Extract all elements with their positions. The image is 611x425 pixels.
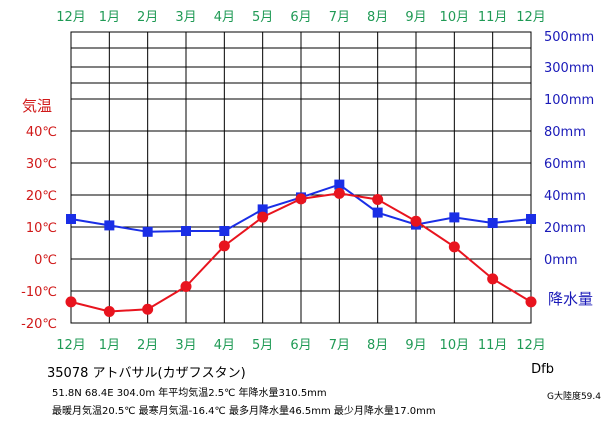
left-tick-label: 10℃ bbox=[26, 221, 57, 236]
data-point bbox=[525, 296, 537, 308]
station-code: 35078 bbox=[47, 366, 89, 381]
right-tick-label: 20mm bbox=[544, 221, 586, 236]
right-axis-title: 降水量 bbox=[548, 290, 593, 308]
month-labels-bottom: 12月 1月 2月 3月 4月 5月 6月 7月 8月 9月 10月 11月 12月 bbox=[56, 338, 546, 353]
data-point bbox=[257, 204, 268, 215]
data-point bbox=[66, 214, 76, 224]
data-point bbox=[526, 214, 536, 224]
month-label: 1月 bbox=[99, 338, 120, 353]
month-labels-top: 12月 1月 2月 3月 4月 5月 6月 7月 8月 9月 10月 11月 12月 bbox=[56, 10, 546, 25]
left-tick-label: 20℃ bbox=[26, 189, 57, 204]
left-axis-ticks: -20℃ -10℃ 0℃ 10℃ 20℃ 30℃ 40℃ bbox=[21, 125, 57, 332]
data-point bbox=[333, 187, 345, 199]
right-tick-label-upper: 100mm bbox=[544, 93, 594, 108]
data-point bbox=[487, 273, 499, 285]
data-point bbox=[372, 193, 384, 205]
data-point bbox=[218, 240, 230, 252]
month-label: 8月 bbox=[367, 10, 388, 25]
continentality-index: G大陸度59.4 bbox=[546, 392, 601, 402]
month-label: 2月 bbox=[137, 338, 158, 353]
month-label: 12月 bbox=[56, 10, 86, 25]
left-tick-label: -10℃ bbox=[21, 285, 57, 300]
left-tick-label: -20℃ bbox=[21, 317, 57, 332]
left-tick-label: 40℃ bbox=[26, 125, 57, 140]
left-tick-label: 30℃ bbox=[26, 157, 57, 172]
temperature-series bbox=[65, 187, 537, 317]
data-point bbox=[487, 218, 498, 228]
data-point bbox=[295, 193, 307, 205]
data-point bbox=[103, 305, 115, 317]
data-point bbox=[448, 241, 460, 253]
data-point bbox=[180, 281, 192, 293]
month-label: 7月 bbox=[329, 10, 350, 25]
month-label: 6月 bbox=[290, 10, 311, 25]
left-tick-label: 0℃ bbox=[34, 253, 57, 268]
month-label: 4月 bbox=[214, 10, 235, 25]
data-point bbox=[334, 179, 345, 190]
climate-classification: Dfb bbox=[531, 362, 554, 377]
month-label: 10月 bbox=[440, 10, 470, 25]
month-label: 2月 bbox=[137, 10, 158, 25]
station-header: 35078 アトバサル(カザフスタン) bbox=[47, 362, 246, 381]
month-label: 9月 bbox=[405, 338, 426, 353]
right-tick-label: 60mm bbox=[544, 157, 586, 172]
data-point bbox=[142, 226, 153, 237]
data-point bbox=[181, 226, 191, 236]
left-axis-title: 気温 bbox=[22, 97, 52, 115]
month-label: 5月 bbox=[252, 338, 273, 353]
data-point bbox=[410, 215, 422, 227]
month-label: 5月 bbox=[252, 10, 273, 25]
data-point bbox=[219, 226, 230, 236]
right-tick-label-upper: 500mm bbox=[544, 30, 594, 45]
data-point bbox=[65, 296, 77, 308]
data-point bbox=[449, 212, 460, 223]
month-label: 6月 bbox=[290, 338, 311, 353]
right-axis-ticks: 0mm 20mm 40mm 60mm 80mm 100mm 300mm 500mm bbox=[544, 30, 594, 268]
month-label: 11月 bbox=[478, 10, 508, 25]
right-tick-label: 80mm bbox=[544, 125, 586, 140]
month-label: 10月 bbox=[440, 338, 470, 353]
station-stats-line1: 51.8N 68.4E 304.0m 年平均気温2.5℃ 年降水量310.5mm bbox=[52, 388, 327, 399]
month-label: 9月 bbox=[405, 10, 426, 25]
data-point bbox=[372, 207, 383, 218]
month-label: 11月 bbox=[478, 338, 508, 353]
right-tick-label-upper: 300mm bbox=[544, 61, 594, 76]
data-point bbox=[257, 211, 269, 223]
chart-grid bbox=[70, 31, 532, 324]
month-label: 12月 bbox=[516, 338, 546, 353]
month-label: 7月 bbox=[329, 338, 350, 353]
month-label: 1月 bbox=[99, 10, 120, 25]
station-name: アトバサル(カザフスタン) bbox=[92, 366, 246, 381]
month-label: 3月 bbox=[175, 338, 196, 353]
month-label: 12月 bbox=[516, 10, 546, 25]
data-point bbox=[142, 303, 154, 315]
month-label: 12月 bbox=[56, 338, 86, 353]
right-tick-label: 40mm bbox=[544, 189, 586, 204]
right-tick-label: 0mm bbox=[544, 253, 578, 268]
station-stats-line2: 最暖月気温20.5℃ 最寒月気温-16.4℃ 最多月降水量46.5mm 最少月降… bbox=[52, 406, 436, 417]
month-label: 3月 bbox=[175, 10, 196, 25]
month-label: 4月 bbox=[214, 338, 235, 353]
month-label: 8月 bbox=[367, 338, 388, 353]
data-point bbox=[104, 220, 115, 231]
